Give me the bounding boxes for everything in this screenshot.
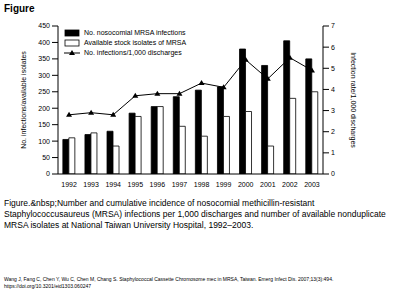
svg-text:1: 1 <box>331 149 335 156</box>
svg-text:0: 0 <box>331 170 335 177</box>
svg-text:50: 50 <box>42 154 50 161</box>
svg-text:1998: 1998 <box>194 181 210 188</box>
svg-text:4: 4 <box>331 86 335 93</box>
svg-text:250: 250 <box>38 88 50 95</box>
html-text:Figure.&nbsp;Number and cumula: Figure.&nbsp;Number and cumulative incid… <box>4 198 386 230</box>
svg-text:Infection rate/1,000 discharge: Infection rate/1,000 discharges <box>349 52 357 148</box>
svg-text:1993: 1993 <box>83 181 99 188</box>
svg-text:2003: 2003 <box>304 181 320 188</box>
svg-text:3: 3 <box>331 107 335 114</box>
svg-text:150: 150 <box>38 121 50 128</box>
svg-text:No. infections/available isola: No. infections/available isolates <box>20 51 27 149</box>
svg-text:0: 0 <box>46 170 50 177</box>
svg-text:1994: 1994 <box>105 181 121 188</box>
svg-text:2000: 2000 <box>238 181 254 188</box>
svg-text:2001: 2001 <box>260 181 276 188</box>
svg-text:400: 400 <box>38 39 50 46</box>
svg-text:2002: 2002 <box>282 181 298 188</box>
svg-text:6: 6 <box>331 44 335 51</box>
svg-text:350: 350 <box>38 55 50 62</box>
svg-text:7: 7 <box>331 22 335 29</box>
svg-text:450: 450 <box>38 22 50 29</box>
svg-text:1995: 1995 <box>128 181 144 188</box>
html-text:Available stock isolates of MR: Available stock isolates of MRSA <box>84 39 187 46</box>
html-text:No. infections/1,000 discharge: No. infections/1,000 discharges <box>84 49 182 56</box>
html-text:Wang J, Fang C, Chen Y, Wu C,: Wang J, Fang C, Chen Y, Wu C, Chen M, Ch… <box>4 276 334 289</box>
svg-text:200: 200 <box>38 105 50 112</box>
svg-text:300: 300 <box>38 72 50 79</box>
svg-text:1996: 1996 <box>150 181 166 188</box>
svg-text:1997: 1997 <box>172 181 188 188</box>
svg-text:5: 5 <box>331 65 335 72</box>
svg-text:2: 2 <box>331 128 335 135</box>
svg-text:1999: 1999 <box>216 181 232 188</box>
svg-text:100: 100 <box>38 138 50 145</box>
svg-text:1992: 1992 <box>61 181 77 188</box>
html-text:No. nosocomial MRSA infections: No. nosocomial MRSA infections <box>84 29 186 36</box>
html-text:Figure: Figure <box>4 3 35 14</box>
